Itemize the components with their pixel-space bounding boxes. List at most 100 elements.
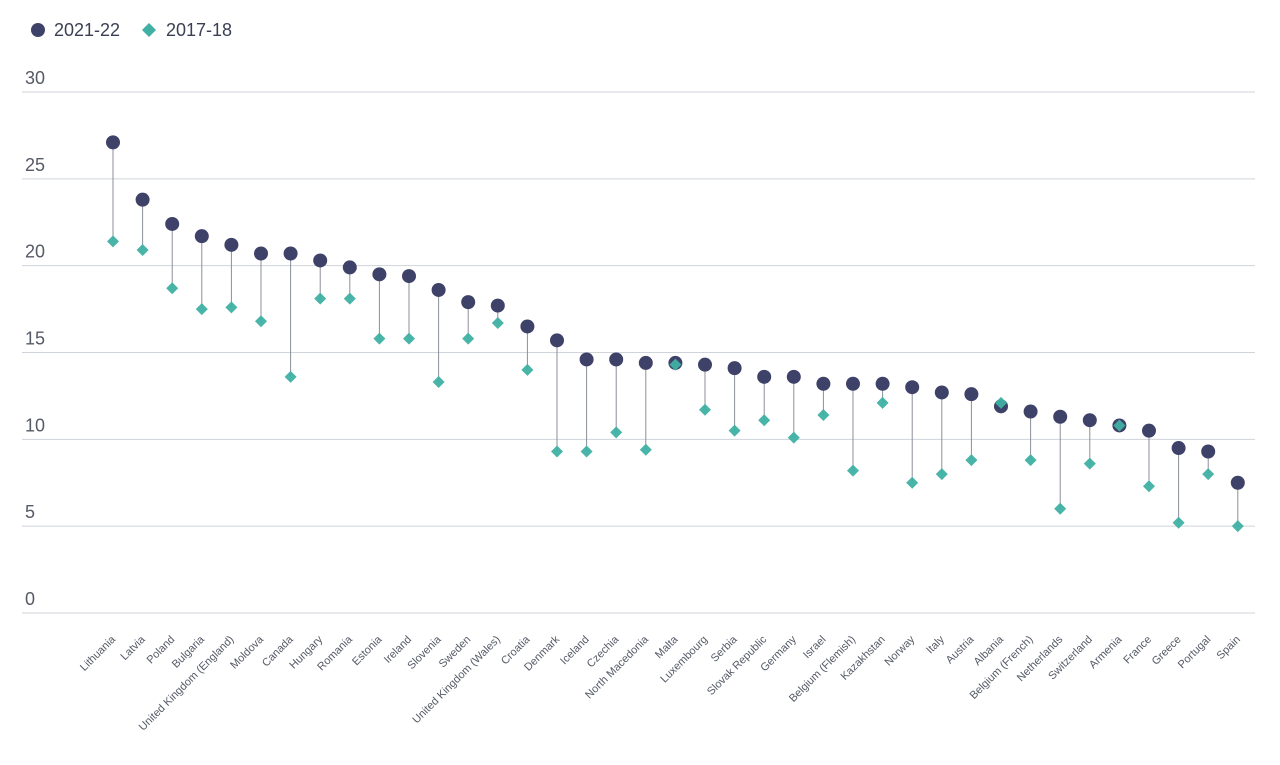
point-2021-22 xyxy=(1082,413,1097,428)
point-2017-18 xyxy=(107,235,119,248)
point-2017-18 xyxy=(580,445,593,458)
x-tick-label: France xyxy=(1121,634,1154,667)
point-2017-18 xyxy=(1054,502,1067,515)
x-tick-label: Norway xyxy=(882,633,917,668)
point-2021-22 xyxy=(934,385,949,400)
point-2017-18 xyxy=(1143,480,1155,493)
point-2021-22 xyxy=(638,355,653,370)
point-2021-22 xyxy=(550,333,564,348)
point-2017-18 xyxy=(225,301,238,314)
legend-label-2017-18: 2017-18 xyxy=(166,20,232,40)
data-marks xyxy=(106,135,1245,533)
y-tick-label: 30 xyxy=(25,68,45,88)
point-2021-22 xyxy=(224,237,239,252)
point-2017-18 xyxy=(373,332,386,345)
x-tick-label: Slovenia xyxy=(405,633,444,672)
point-2021-22 xyxy=(1201,444,1216,459)
point-2017-18 xyxy=(136,244,149,257)
point-2017-18 xyxy=(284,370,297,383)
legend-marker-2017-18 xyxy=(142,23,156,37)
y-tick-label: 25 xyxy=(25,155,45,175)
y-axis: 0 5 10 15 20 25 30 xyxy=(25,68,45,609)
point-2017-18 xyxy=(255,315,267,328)
point-2017-18 xyxy=(669,358,682,371)
point-2021-22 xyxy=(786,369,801,384)
point-2021-22 xyxy=(727,361,742,376)
point-2021-22 xyxy=(964,387,979,402)
point-2017-18 xyxy=(314,292,327,305)
y-tick-label: 10 xyxy=(25,415,45,435)
point-2021-22 xyxy=(431,282,446,297)
x-tick-label: Israel xyxy=(801,634,829,662)
point-2017-18 xyxy=(1231,520,1244,533)
legend-marker-2021-22 xyxy=(31,23,45,37)
point-2017-18 xyxy=(462,332,475,345)
point-2017-18 xyxy=(551,445,563,458)
point-2021-22 xyxy=(313,253,328,268)
point-2021-22 xyxy=(194,229,209,244)
point-2021-22 xyxy=(1171,441,1186,456)
point-2017-18 xyxy=(1083,457,1096,470)
point-2021-22 xyxy=(816,376,831,391)
x-tick-label: Malta xyxy=(653,633,681,661)
point-2021-22 xyxy=(165,216,180,231)
point-2017-18 xyxy=(699,403,711,416)
point-2017-18 xyxy=(995,396,1007,409)
point-2021-22 xyxy=(579,352,594,367)
legend: 2021-22 2017-18 xyxy=(31,20,232,40)
point-2017-18 xyxy=(847,464,859,477)
point-2017-18 xyxy=(343,292,356,305)
y-tick-label: 0 xyxy=(25,589,35,609)
point-2021-22 xyxy=(402,269,416,284)
x-tick-label: Armenia xyxy=(1087,633,1125,671)
point-2017-18 xyxy=(1113,419,1126,432)
stems xyxy=(112,142,1239,527)
y-tick-label: 20 xyxy=(25,242,45,262)
point-2017-18 xyxy=(817,409,830,422)
point-2021-22 xyxy=(905,380,920,395)
point-2017-18 xyxy=(935,468,948,481)
point-2021-22 xyxy=(1053,409,1068,424)
point-2021-22 xyxy=(461,295,476,310)
point-2021-22 xyxy=(283,246,298,261)
point-2021-22 xyxy=(342,260,357,275)
point-2017-18 xyxy=(195,303,208,316)
point-2017-18 xyxy=(166,282,179,295)
point-2017-18 xyxy=(1024,454,1037,467)
point-2021-22 xyxy=(1230,475,1245,490)
point-2017-18 xyxy=(906,476,919,489)
y-tick-label: 5 xyxy=(25,502,35,522)
point-2021-22 xyxy=(875,376,890,391)
point-2021-22 xyxy=(609,352,624,367)
point-2017-18 xyxy=(787,431,800,444)
point-2017-18 xyxy=(432,376,445,389)
point-2021-22 xyxy=(1023,404,1038,419)
point-2017-18 xyxy=(521,363,534,376)
x-tick-label: Lithuania xyxy=(78,633,119,674)
point-2021-22 xyxy=(490,298,505,313)
point-2017-18 xyxy=(758,414,771,427)
point-2017-18 xyxy=(1172,516,1185,529)
point-2017-18 xyxy=(1202,468,1215,481)
point-2017-18 xyxy=(403,332,415,345)
point-2017-18 xyxy=(728,424,741,437)
point-2021-22 xyxy=(135,192,150,207)
x-tick-label: Spain xyxy=(1215,634,1243,662)
point-2021-22 xyxy=(106,135,120,150)
point-2021-22 xyxy=(254,246,268,261)
x-tick-label: Italy xyxy=(924,633,947,656)
y-tick-label: 15 xyxy=(25,329,45,349)
point-2021-22 xyxy=(698,357,712,372)
point-2021-22 xyxy=(520,319,535,334)
point-2017-18 xyxy=(491,316,504,329)
point-2017-18 xyxy=(965,454,978,467)
x-tick-label: Moldova xyxy=(228,633,267,672)
point-2021-22 xyxy=(757,369,772,384)
point-2017-18 xyxy=(610,426,623,439)
gridlines xyxy=(22,91,1255,614)
point-2017-18 xyxy=(876,396,889,409)
point-2017-18 xyxy=(639,443,652,456)
point-2021-22 xyxy=(846,376,860,391)
legend-label-2021-22: 2021-22 xyxy=(54,20,120,40)
